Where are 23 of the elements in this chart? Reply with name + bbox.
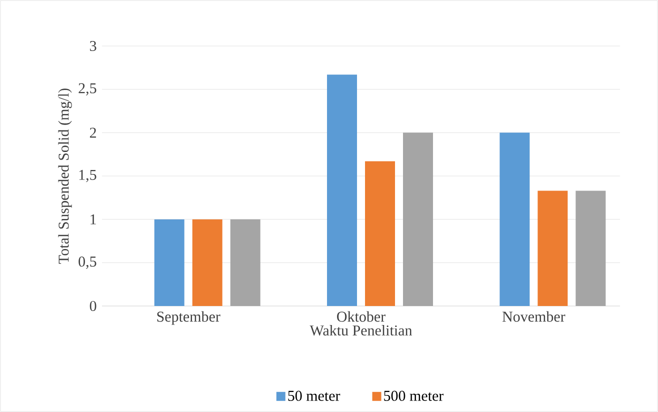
y-tick-label: 2,5 bbox=[78, 83, 96, 96]
bar bbox=[576, 190, 606, 306]
bar bbox=[500, 132, 530, 306]
bar bbox=[365, 161, 396, 306]
x-tick-label: Oktober bbox=[337, 311, 386, 322]
y-tick-label: 0,5 bbox=[78, 256, 96, 269]
legend-label: 500 meter bbox=[384, 390, 444, 401]
y-tick-label: 1,5 bbox=[79, 170, 96, 182]
legend-label: 50 meter bbox=[288, 390, 340, 401]
x-tick-label: November bbox=[502, 311, 566, 322]
x-axis-title: Waktu Penelitian bbox=[310, 325, 412, 336]
y-tick-label: 3 bbox=[90, 40, 96, 52]
bar bbox=[154, 219, 184, 306]
y-tick-label: 1 bbox=[90, 214, 96, 224]
y-axis-title: Total Suspended Solid (mg/l) bbox=[58, 88, 72, 264]
bar bbox=[327, 74, 358, 306]
x-tick-label: September bbox=[157, 311, 220, 325]
bar bbox=[538, 190, 568, 306]
y-tick-label: 0 bbox=[90, 300, 96, 312]
bar bbox=[192, 219, 222, 306]
y-tick-label: 2 bbox=[90, 128, 96, 138]
bar bbox=[403, 132, 434, 306]
bar bbox=[230, 219, 260, 306]
